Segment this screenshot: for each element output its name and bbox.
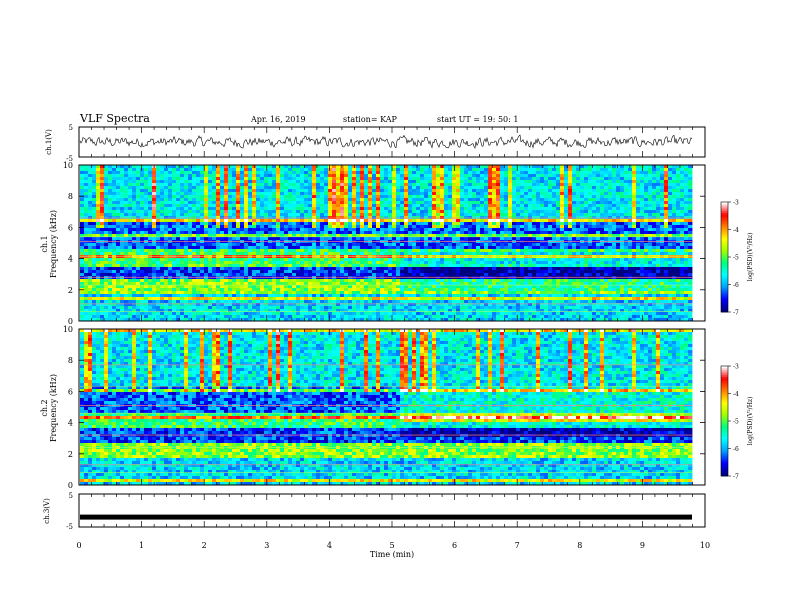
ytick-label: 2 xyxy=(68,450,73,459)
ch1-ytick-bottom: -5 xyxy=(66,155,73,163)
xtick-label: 1 xyxy=(139,541,144,550)
colorbar-tick-label: -5 xyxy=(733,255,739,262)
xtick-label: 4 xyxy=(327,541,332,550)
colorbar-tick-label: -3 xyxy=(733,364,739,371)
xtick-label: 2 xyxy=(202,541,207,550)
colorbar-tick-label: -7 xyxy=(733,474,739,481)
ytick-label: 6 xyxy=(68,223,73,232)
start-time-label: start UT = 19: 50: 1 xyxy=(437,115,518,124)
xtick-label: 10 xyxy=(700,541,710,550)
colorbar-tick-label: -4 xyxy=(733,227,739,234)
xtick-label: 5 xyxy=(389,541,394,550)
xtick-label: 6 xyxy=(452,541,457,550)
ch1-ytick-top: 5 xyxy=(69,124,73,132)
ytick-label: 4 xyxy=(68,255,73,264)
ch3-ytick-bottom: -5 xyxy=(66,523,73,531)
xtick-label: 3 xyxy=(264,541,269,550)
date-label: Apr. 16, 2019 xyxy=(250,115,306,124)
colorbar-label: log(PSD)(V²/Hz) xyxy=(747,233,754,282)
ch1-spec-ylabel: ch.1 xyxy=(40,235,49,252)
ytick-label: 0 xyxy=(68,481,73,490)
ch1-waveform-panel: 5 -5 ch.1(V) xyxy=(45,124,706,163)
ch1-spec-ylabel-freq: Frequency (kHz) xyxy=(49,210,58,278)
ch1-ylabel: ch.1(V) xyxy=(45,129,53,155)
ch3-waveform-line xyxy=(80,514,692,520)
ytick-label: 6 xyxy=(68,387,73,396)
ytick-label: 4 xyxy=(68,419,73,428)
ch2-colorbar: -3 -4 -5 -6 -7 log(PSD)(V²/Hz) xyxy=(720,364,754,481)
ch1-spectrogram-image xyxy=(80,165,705,322)
ch3-ylabel: ch.3(V) xyxy=(43,498,51,524)
x-axis-label: Time (min) xyxy=(370,550,414,559)
colorbar-tick-label: -4 xyxy=(733,391,739,398)
ch2-spec-ylabel-freq: Frequency (kHz) xyxy=(49,374,58,442)
colorbar-label: log(PSD)(V²/Hz) xyxy=(747,397,754,446)
colorbar-tick-label: -6 xyxy=(733,282,739,289)
ytick-label: 0 xyxy=(68,317,73,326)
ch3-waveform-panel: 5 -5 ch.3(V) xyxy=(43,492,706,531)
colorbar-tick-label: -5 xyxy=(733,419,739,426)
xtick-label: 8 xyxy=(577,541,582,550)
ch3-ytick-top: 5 xyxy=(69,492,73,500)
ch2-spectrogram-image xyxy=(80,329,705,486)
x-axis: 0 1 2 3 4 5 6 7 8 9 10 xyxy=(76,541,710,550)
colorbar-tick-label: -3 xyxy=(733,200,739,207)
ytick-label: 2 xyxy=(68,286,73,295)
station-label: station= KAP xyxy=(343,115,398,124)
colorbar-tick-label: -7 xyxy=(733,310,739,317)
xtick-label: 7 xyxy=(515,541,520,550)
ch2-spectrogram-panel: 0 2 4 6 8 10 ch.2 Frequency (kHz) -3 -4 -5 -6 -7 l… xyxy=(40,325,754,490)
ytick-label: 10 xyxy=(63,325,73,334)
ytick-label: 8 xyxy=(68,356,73,365)
ch1-spectrogram-panel: 0 2 4 6 8 10 ch.1 Frequency (kHz) -3 -4 -5 -6 -7 l… xyxy=(40,161,754,326)
colorbar-tick-label: -6 xyxy=(733,446,739,453)
xtick-label: 0 xyxy=(76,541,81,550)
ytick-label: 10 xyxy=(63,161,73,170)
ytick-label: 8 xyxy=(68,192,73,201)
ch1-waveform-line xyxy=(79,134,693,149)
ch2-spec-ylabel: ch.2 xyxy=(40,399,49,416)
xtick-label: 9 xyxy=(640,541,645,550)
chart-title: VLF Spectra xyxy=(79,112,150,125)
ch1-colorbar: -3 -4 -5 -6 -7 log(PSD)(V²/Hz) xyxy=(720,200,754,317)
